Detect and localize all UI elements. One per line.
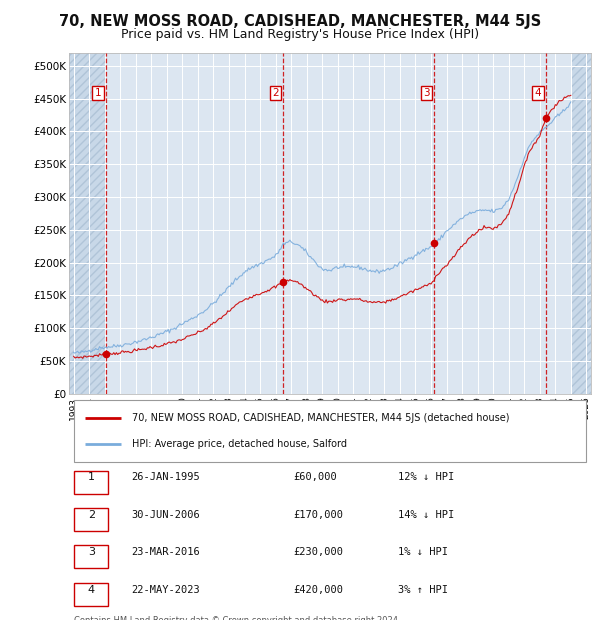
Text: 14% ↓ HPI: 14% ↓ HPI [398,510,454,520]
Text: 4: 4 [88,585,95,595]
FancyBboxPatch shape [74,546,108,569]
Text: 23-MAR-2016: 23-MAR-2016 [131,547,200,557]
FancyBboxPatch shape [74,583,108,606]
Text: 1% ↓ HPI: 1% ↓ HPI [398,547,448,557]
Text: 1: 1 [95,88,101,98]
Text: 30-JUN-2006: 30-JUN-2006 [131,510,200,520]
Text: 4: 4 [535,88,541,98]
FancyBboxPatch shape [74,401,586,462]
Text: 12% ↓ HPI: 12% ↓ HPI [398,472,454,482]
Text: £230,000: £230,000 [293,547,343,557]
Text: 2: 2 [272,88,279,98]
Text: £60,000: £60,000 [293,472,337,482]
Text: 1: 1 [88,472,95,482]
Text: Contains HM Land Registry data © Crown copyright and database right 2024.
This d: Contains HM Land Registry data © Crown c… [74,616,401,620]
FancyBboxPatch shape [74,471,108,494]
Text: 3: 3 [88,547,95,557]
Text: 22-MAY-2023: 22-MAY-2023 [131,585,200,595]
Text: 26-JAN-1995: 26-JAN-1995 [131,472,200,482]
Text: HPI: Average price, detached house, Salford: HPI: Average price, detached house, Salf… [131,440,347,450]
Text: 70, NEW MOSS ROAD, CADISHEAD, MANCHESTER, M44 5JS (detached house): 70, NEW MOSS ROAD, CADISHEAD, MANCHESTER… [131,413,509,423]
Bar [572,53,591,394]
Text: Price paid vs. HM Land Registry's House Price Index (HPI): Price paid vs. HM Land Registry's House … [121,28,479,41]
Text: 70, NEW MOSS ROAD, CADISHEAD, MANCHESTER, M44 5JS: 70, NEW MOSS ROAD, CADISHEAD, MANCHESTER… [59,14,541,29]
Text: £170,000: £170,000 [293,510,343,520]
Text: £420,000: £420,000 [293,585,343,595]
Bar [69,53,106,394]
Text: 2: 2 [88,510,95,520]
Text: 3% ↑ HPI: 3% ↑ HPI [398,585,448,595]
Text: 3: 3 [424,88,430,98]
FancyBboxPatch shape [74,508,108,531]
